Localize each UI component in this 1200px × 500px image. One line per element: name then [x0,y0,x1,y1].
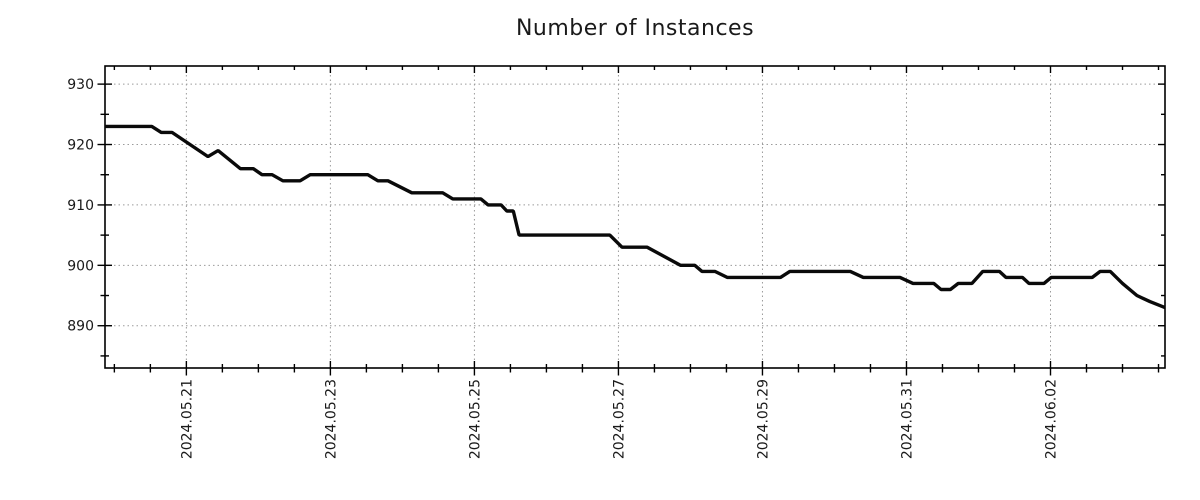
x-tick-label: 2024.05.21 [179,379,195,459]
series-line-instances [105,124,1166,310]
x-tick-label: 2024.06.02 [1044,379,1060,459]
y-tick-label: 920 [67,138,94,154]
y-tick-label: 890 [67,319,94,335]
y-tick-label: 930 [67,77,94,93]
x-tick-label: 2024.05.25 [467,379,483,459]
x-tick-label: 2024.05.23 [323,379,339,459]
x-tick-label: 2024.05.27 [611,379,627,459]
chart-title: Number of Instances [515,16,755,41]
plot-frame [104,65,1166,369]
y-tick-label: 910 [67,198,94,214]
y-tick-label: 900 [67,258,94,274]
x-tick-label: 2024.05.31 [899,379,915,459]
x-tick-label: 2024.05.29 [755,379,771,459]
